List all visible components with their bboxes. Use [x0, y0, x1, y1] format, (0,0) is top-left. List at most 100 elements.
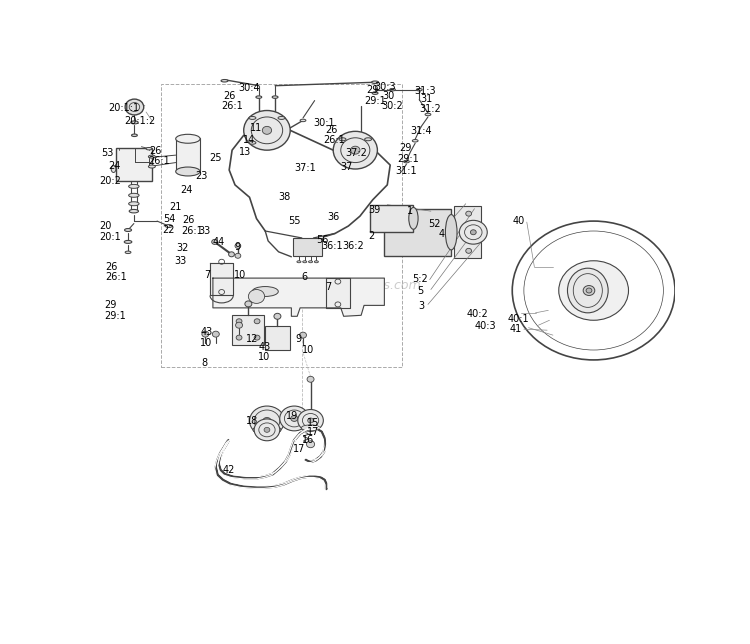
Text: 26: 26: [182, 214, 194, 225]
Text: 20:2: 20:2: [100, 176, 122, 186]
Bar: [384, 209, 452, 256]
Text: 16: 16: [302, 435, 314, 445]
Text: 1: 1: [406, 206, 412, 216]
Text: 40:3: 40:3: [475, 321, 496, 331]
Text: 39: 39: [368, 205, 380, 215]
Text: 10: 10: [258, 352, 271, 363]
Ellipse shape: [176, 135, 200, 143]
Bar: [116, 147, 152, 182]
Circle shape: [229, 252, 235, 257]
Text: 26: 26: [105, 261, 118, 272]
Ellipse shape: [176, 167, 200, 176]
Text: 30: 30: [382, 91, 395, 100]
Ellipse shape: [389, 88, 395, 91]
Circle shape: [280, 406, 309, 431]
Text: 30:3: 30:3: [374, 82, 395, 92]
Text: 36: 36: [328, 212, 340, 222]
Text: 44: 44: [213, 237, 225, 247]
Text: 29:1: 29:1: [364, 95, 386, 106]
Text: 10: 10: [235, 270, 247, 279]
Text: 30:2: 30:2: [382, 100, 404, 111]
Circle shape: [466, 211, 472, 216]
Circle shape: [236, 335, 242, 340]
Ellipse shape: [256, 96, 262, 99]
Text: 33: 33: [198, 226, 211, 236]
Circle shape: [333, 131, 377, 169]
Text: 12: 12: [246, 334, 259, 344]
Text: 31:3: 31:3: [415, 86, 436, 96]
Circle shape: [248, 290, 265, 303]
Ellipse shape: [129, 202, 139, 205]
Text: 31:1: 31:1: [394, 167, 416, 176]
Circle shape: [235, 243, 241, 249]
Bar: [176, 138, 200, 171]
Circle shape: [586, 288, 592, 293]
Text: 26:1: 26:1: [105, 272, 127, 281]
Text: 55: 55: [289, 216, 301, 226]
Ellipse shape: [303, 261, 307, 263]
Text: 25: 25: [209, 153, 221, 163]
Text: 31:2: 31:2: [419, 104, 441, 113]
Bar: [454, 206, 482, 258]
Polygon shape: [210, 263, 233, 296]
Text: 31: 31: [421, 93, 433, 104]
Ellipse shape: [302, 425, 320, 431]
Text: 5:2: 5:2: [413, 274, 428, 284]
Bar: [160, 84, 402, 367]
Text: eReplacementParts.com: eReplacementParts.com: [268, 279, 421, 292]
Text: 13: 13: [239, 147, 251, 156]
Text: 40: 40: [512, 216, 524, 226]
Text: 37:2: 37:2: [345, 147, 367, 158]
Text: 29: 29: [366, 84, 378, 95]
Circle shape: [307, 376, 314, 383]
Circle shape: [236, 319, 242, 324]
Ellipse shape: [446, 214, 457, 250]
Bar: [293, 238, 322, 256]
Ellipse shape: [221, 79, 228, 82]
Ellipse shape: [278, 117, 285, 119]
Bar: [370, 205, 413, 232]
Text: 26:1: 26:1: [221, 100, 243, 111]
Text: 15: 15: [307, 419, 320, 428]
Circle shape: [459, 220, 488, 244]
Text: 29: 29: [104, 300, 116, 310]
Text: 22: 22: [162, 225, 175, 234]
Text: 9: 9: [296, 334, 302, 344]
Text: 2: 2: [368, 231, 374, 241]
Text: 9: 9: [235, 242, 241, 252]
Ellipse shape: [272, 96, 278, 99]
Circle shape: [308, 418, 314, 423]
Text: 40:1: 40:1: [508, 314, 530, 324]
Ellipse shape: [300, 119, 306, 122]
Ellipse shape: [146, 147, 152, 150]
Polygon shape: [213, 278, 384, 316]
Text: 41: 41: [509, 324, 521, 334]
Text: 37: 37: [340, 162, 353, 171]
Text: 29:1: 29:1: [104, 311, 126, 321]
Ellipse shape: [314, 261, 319, 263]
Ellipse shape: [297, 261, 301, 263]
Ellipse shape: [372, 92, 378, 95]
Ellipse shape: [252, 287, 278, 296]
Ellipse shape: [339, 138, 346, 141]
Ellipse shape: [416, 88, 422, 91]
Text: 29:1: 29:1: [398, 154, 419, 164]
Circle shape: [298, 410, 323, 431]
Ellipse shape: [425, 113, 430, 116]
Circle shape: [351, 146, 360, 154]
Text: 30:4: 30:4: [238, 83, 260, 93]
Ellipse shape: [148, 165, 155, 168]
Text: 26: 26: [223, 91, 236, 100]
Circle shape: [264, 428, 270, 432]
Ellipse shape: [124, 229, 131, 231]
Text: 37:1: 37:1: [294, 162, 316, 173]
Ellipse shape: [131, 134, 137, 137]
Circle shape: [211, 240, 217, 244]
Ellipse shape: [413, 140, 418, 142]
Text: 10: 10: [302, 345, 314, 355]
Text: 33: 33: [174, 256, 186, 266]
Circle shape: [299, 332, 307, 338]
Circle shape: [212, 331, 219, 337]
Text: 11: 11: [250, 123, 262, 133]
Text: 26:1: 26:1: [148, 156, 170, 166]
